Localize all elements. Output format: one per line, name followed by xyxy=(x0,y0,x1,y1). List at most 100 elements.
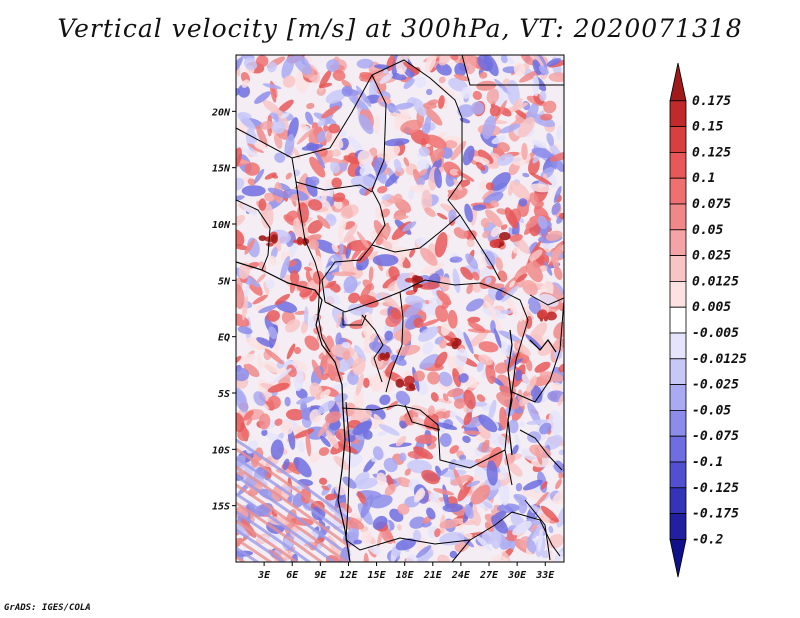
velocity-patch xyxy=(236,367,250,382)
velocity-patch xyxy=(384,330,394,341)
velocity-patch xyxy=(256,337,274,348)
velocity-patch xyxy=(322,363,343,383)
velocity-patch xyxy=(242,296,249,321)
colorbar-label: -0.1 xyxy=(692,455,723,470)
velocity-patch xyxy=(486,460,498,486)
updraft-patch xyxy=(258,235,267,242)
colorbar-label: 0.1 xyxy=(692,171,715,186)
velocity-patch xyxy=(501,285,519,303)
velocity-patch xyxy=(452,368,461,388)
velocity-patch xyxy=(558,472,564,479)
velocity-patch xyxy=(395,55,408,75)
velocity-patch xyxy=(438,371,453,387)
velocity-patch xyxy=(413,317,424,328)
velocity-patch xyxy=(418,168,428,176)
velocity-patch xyxy=(306,142,319,152)
lon-tick-label: 12E xyxy=(339,570,358,581)
velocity-patch xyxy=(528,241,538,254)
velocity-patch xyxy=(383,138,410,147)
velocity-patch xyxy=(472,401,488,407)
velocity-patch xyxy=(421,469,440,485)
colorbar-label: -0.0125 xyxy=(692,352,747,367)
velocity-patch xyxy=(338,254,355,276)
velocity-patch xyxy=(318,447,330,456)
velocity-patch xyxy=(525,315,533,329)
velocity-patch xyxy=(331,177,343,189)
velocity-patch xyxy=(281,55,295,79)
velocity-patch xyxy=(270,119,286,134)
velocity-patch xyxy=(447,309,458,329)
velocity-patch xyxy=(284,396,291,407)
velocity-patch xyxy=(267,382,290,393)
velocity-patch xyxy=(324,411,342,424)
velocity-patch xyxy=(495,257,504,271)
velocity-patch xyxy=(500,55,508,64)
velocity-patch xyxy=(264,348,284,365)
velocity-patch xyxy=(459,454,467,461)
velocity-patch xyxy=(530,385,543,404)
wave-band xyxy=(236,438,351,522)
velocity-patch xyxy=(508,462,523,477)
velocity-patch xyxy=(430,392,439,402)
velocity-patch xyxy=(372,254,399,267)
velocity-patch xyxy=(507,79,520,106)
velocity-patch xyxy=(280,255,290,280)
velocity-patch xyxy=(472,90,482,100)
velocity-patch xyxy=(383,457,398,473)
velocity-patch xyxy=(525,215,541,229)
velocity-patch xyxy=(236,215,246,227)
velocity-patch xyxy=(476,394,486,403)
velocity-patch xyxy=(397,524,402,531)
velocity-patch xyxy=(354,471,370,486)
velocity-patch xyxy=(453,459,477,469)
velocity-patch xyxy=(515,483,523,492)
velocity-patch xyxy=(405,554,418,562)
velocity-patch xyxy=(540,113,553,121)
velocity-patch xyxy=(241,79,250,88)
colorbar-swatch xyxy=(669,126,687,153)
velocity-patch xyxy=(434,528,441,538)
velocity-patch xyxy=(328,123,341,134)
velocity-patch xyxy=(360,494,374,519)
velocity-patch xyxy=(556,505,564,528)
velocity-patch xyxy=(490,172,511,191)
updraft-patch xyxy=(451,341,459,350)
velocity-patch xyxy=(521,142,528,161)
velocity-patch xyxy=(304,335,320,351)
velocity-patch xyxy=(472,156,490,165)
velocity-patch xyxy=(382,240,393,250)
updraft-patch xyxy=(499,232,511,241)
velocity-patch xyxy=(312,270,325,285)
velocity-patch xyxy=(267,61,277,73)
velocity-patch xyxy=(243,363,260,378)
velocity-patch xyxy=(292,55,312,75)
velocity-patch xyxy=(254,91,271,104)
colorbar-swatch xyxy=(669,255,687,282)
velocity-patch xyxy=(478,354,493,366)
velocity-patch xyxy=(353,539,363,545)
velocity-patch xyxy=(282,75,296,88)
velocity-patch xyxy=(436,62,452,76)
velocity-patch xyxy=(467,316,481,323)
velocity-patch xyxy=(342,476,357,489)
velocity-patch xyxy=(319,477,328,485)
velocity-patch xyxy=(315,280,337,293)
colorbar-label: -0.05 xyxy=(692,403,731,418)
velocity-patch xyxy=(296,127,315,145)
velocity-patch xyxy=(389,72,407,81)
velocity-patch xyxy=(320,389,331,399)
velocity-patch xyxy=(415,545,432,559)
velocity-patch xyxy=(439,339,448,349)
velocity-patch xyxy=(395,538,416,551)
velocity-patch xyxy=(485,209,503,228)
velocity-patch xyxy=(358,114,374,135)
velocity-patch xyxy=(343,275,358,294)
colorbar-swatch xyxy=(669,409,687,437)
velocity-patch xyxy=(277,110,289,131)
velocity-patch xyxy=(557,391,564,406)
velocity-patch xyxy=(399,420,407,429)
velocity-patch xyxy=(534,491,549,508)
velocity-patch xyxy=(254,168,265,184)
velocity-patch xyxy=(485,276,492,285)
velocity-patch xyxy=(426,507,436,520)
